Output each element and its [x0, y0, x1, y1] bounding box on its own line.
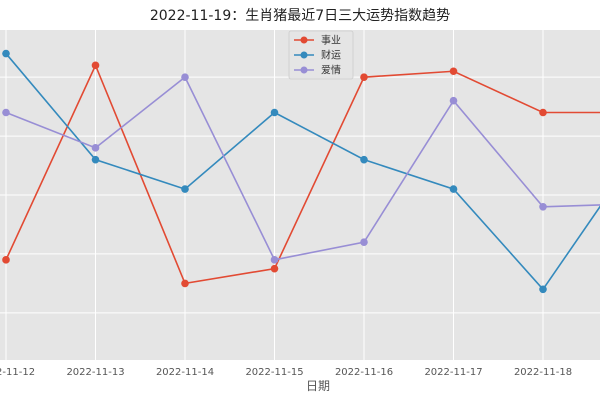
- data-point: [539, 202, 547, 211]
- series-layer: [2, 49, 600, 294]
- data-point: [181, 185, 189, 193]
- x-tick-label: 2022-11-12: [0, 367, 35, 378]
- data-point: [449, 96, 458, 105]
- x-tick-label: 2022-11-18: [514, 367, 572, 378]
- x-axis-label: 日期: [306, 379, 330, 393]
- data-point: [2, 49, 10, 58]
- series-事业: [2, 61, 600, 288]
- data-point: [270, 108, 279, 117]
- data-point: [270, 256, 279, 264]
- x-tick-label: 2022-11-14: [156, 367, 214, 378]
- legend-marker: [300, 66, 308, 74]
- data-point: [270, 264, 279, 273]
- legend-label: 事业: [321, 34, 341, 47]
- data-point: [181, 279, 189, 288]
- x-tick-label: 2022-11-15: [245, 367, 303, 378]
- data-point: [360, 238, 368, 246]
- legend-label: 爱情: [321, 64, 341, 77]
- x-tick-label: 2022-11-13: [66, 367, 124, 378]
- data-point: [539, 108, 547, 117]
- data-point: [91, 61, 100, 70]
- data-point: [539, 285, 547, 294]
- legend-item: 财运: [294, 49, 341, 62]
- data-point: [2, 256, 10, 264]
- chart-title: 2022-11-19：生肖猪最近7日三大运势指数趋势: [150, 8, 450, 24]
- legend-marker: [300, 36, 308, 44]
- data-point: [360, 155, 368, 164]
- x-axis-ticks: 2022-11-12 2022-11-13 2022-11-14 2022-11-15…: [0, 367, 572, 378]
- x-tick-label: 2022-11-17: [424, 367, 482, 378]
- data-point: [449, 67, 458, 76]
- grid-lines: [0, 30, 600, 360]
- legend-item: 爱情: [294, 64, 341, 77]
- data-point: [449, 185, 458, 193]
- legend-item: 事业: [294, 34, 341, 47]
- series-财运: [2, 49, 600, 294]
- data-point: [91, 144, 100, 152]
- x-tick-label: 2022-11-16: [335, 367, 393, 378]
- series-line: [5, 75, 600, 261]
- data-point: [181, 73, 189, 81]
- series-爱情: [2, 73, 600, 264]
- data-point: [91, 155, 100, 164]
- data-point: [2, 108, 10, 117]
- series-line: [5, 63, 600, 285]
- legend-label: 财运: [321, 49, 341, 62]
- data-point: [360, 73, 368, 81]
- legend-marker: [300, 51, 308, 59]
- series-line: [5, 53, 600, 291]
